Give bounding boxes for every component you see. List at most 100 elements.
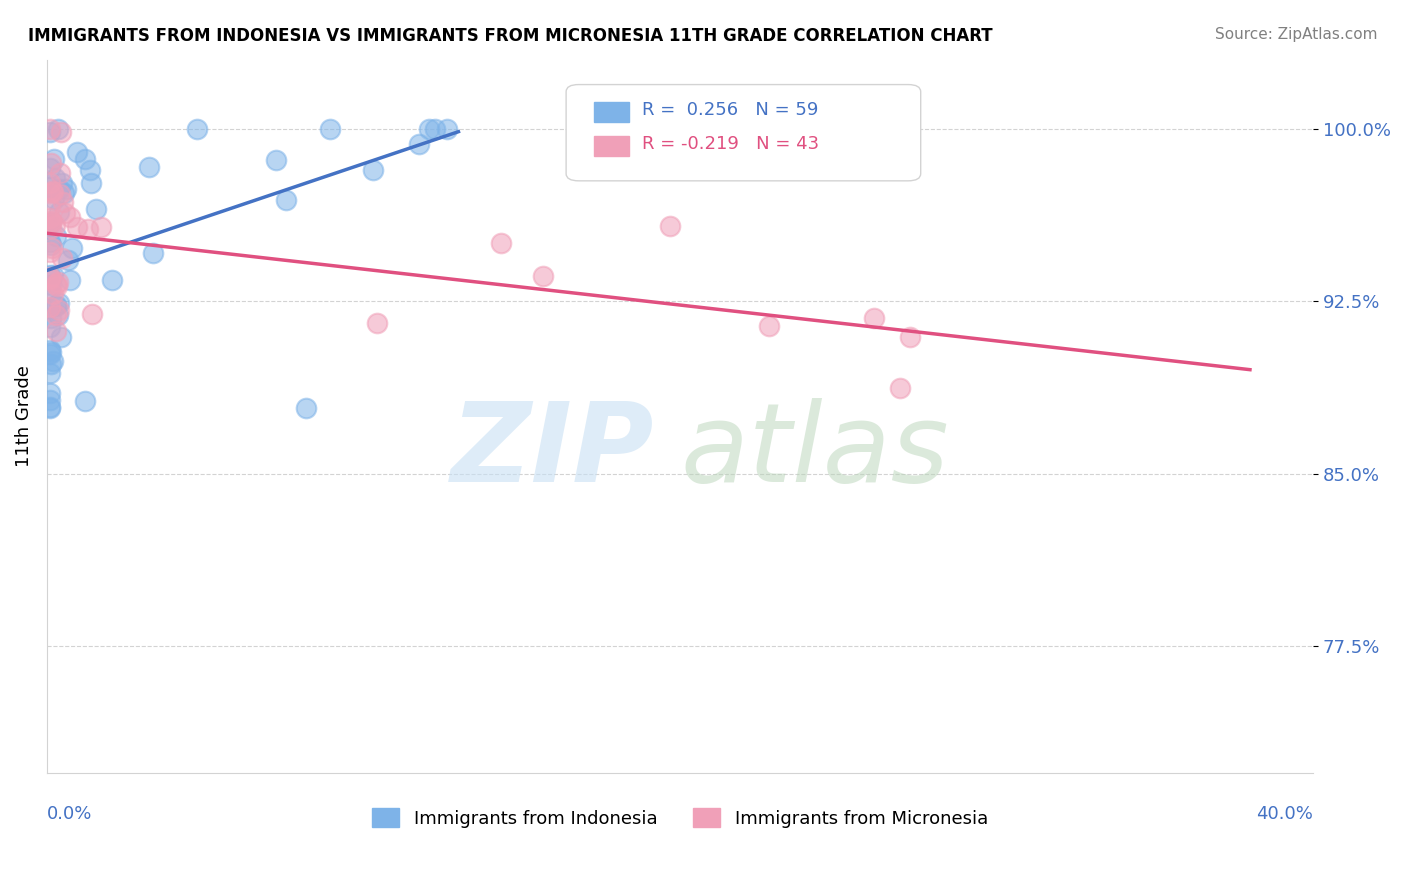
Point [58,273,80,287]
Point [39,367,62,381]
Point [55,182,77,196]
Point [48,165,70,179]
Point [39,180,62,194]
Point [44,192,66,206]
Point [41,278,63,293]
Point [294,401,316,416]
Point [44,171,66,186]
Point [53,205,76,219]
Point [39,201,62,215]
Point [39,245,62,260]
Point [73,153,96,167]
Point [48,303,70,318]
Point [41,241,63,255]
Point [39,211,62,226]
Point [41,311,63,326]
Point [39,344,62,359]
Point [56,253,79,268]
Point [491,235,513,250]
Point [39,161,62,176]
Point [39,238,62,252]
Point [41,184,63,198]
Text: 40.0%: 40.0% [1257,805,1313,823]
Point [863,310,886,325]
Point [758,319,780,334]
Point [39,235,62,249]
Point [39,300,62,314]
Point [79,163,101,178]
Point [101,273,124,287]
Point [66,145,89,159]
Point [658,219,681,234]
Point [45,279,67,293]
Text: 0.0%: 0.0% [46,805,93,823]
Point [46,276,69,290]
Point [39,176,62,190]
Point [51,176,73,190]
Point [90,220,112,235]
Point [319,121,342,136]
Point [48,295,70,310]
Point [39,319,62,334]
Point [366,316,388,330]
Point [436,122,458,136]
Point [73,393,96,408]
Point [39,401,62,416]
Point [49,125,72,139]
Text: ZIP: ZIP [451,399,655,506]
Y-axis label: 11th Grade: 11th Grade [15,365,32,467]
Point [45,308,67,322]
Text: atlas: atlas [681,399,949,506]
Point [51,251,73,265]
Point [60,241,83,255]
Point [142,246,165,260]
Bar [593,136,630,156]
Point [39,270,62,285]
Point [186,121,208,136]
Point [361,162,384,177]
Point [39,122,62,136]
Point [39,272,62,286]
Text: Source: ZipAtlas.com: Source: ZipAtlas.com [1215,27,1378,42]
Point [77,222,100,236]
Point [39,268,62,282]
Point [48,205,70,219]
Point [39,343,62,358]
Point [408,137,430,152]
Point [48,182,70,196]
Point [264,153,287,167]
Point [45,297,67,311]
Point [889,381,911,395]
Point [42,354,65,368]
Point [39,358,62,372]
Point [80,176,103,190]
Point [66,219,89,234]
Text: IMMIGRANTS FROM INDONESIA VS IMMIGRANTS FROM MICRONESIA 11TH GRADE CORRELATION C: IMMIGRANTS FROM INDONESIA VS IMMIGRANTS … [28,27,993,45]
Point [39,392,62,407]
Point [48,186,70,201]
Bar [593,102,630,121]
Point [48,309,70,323]
FancyBboxPatch shape [567,85,921,181]
Point [44,219,66,233]
Point [531,268,554,283]
Point [41,287,63,301]
Point [45,277,67,291]
Point [39,186,62,201]
Point [51,330,73,344]
Legend: Immigrants from Indonesia, Immigrants from Micronesia: Immigrants from Indonesia, Immigrants fr… [364,801,995,835]
Point [45,324,67,338]
Point [52,194,75,209]
Point [39,216,62,230]
Point [45,300,67,314]
Point [39,214,62,228]
Point [45,228,67,243]
Point [425,121,447,136]
Point [39,386,62,401]
Text: R =  0.256   N = 59: R = 0.256 N = 59 [643,101,818,119]
Text: R = -0.219   N = 43: R = -0.219 N = 43 [643,135,820,153]
Point [276,194,298,208]
Point [418,121,440,136]
Point [39,347,62,361]
Point [41,185,63,199]
